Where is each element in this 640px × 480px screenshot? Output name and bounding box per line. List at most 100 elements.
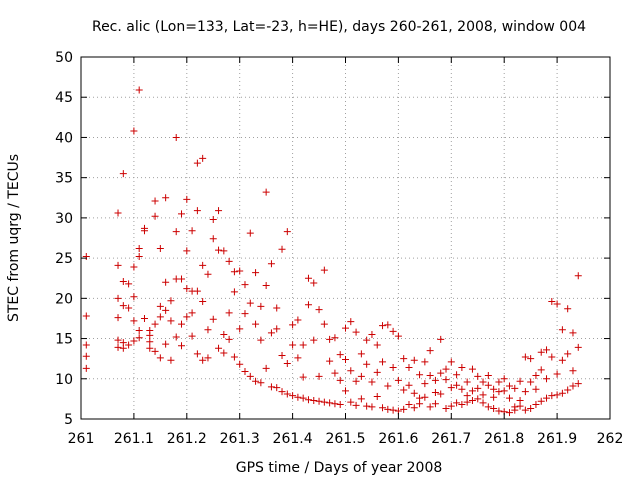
x-tick-label: 261 bbox=[68, 431, 95, 447]
data-point bbox=[130, 293, 138, 301]
data-point bbox=[267, 383, 275, 391]
data-point bbox=[246, 372, 254, 380]
data-point bbox=[114, 294, 122, 302]
data-point bbox=[289, 392, 297, 400]
x-axis-label: GPS time / Days of year 2008 bbox=[236, 460, 443, 476]
data-point bbox=[162, 278, 170, 286]
y-tick-label: 40 bbox=[55, 130, 73, 146]
data-point bbox=[320, 266, 328, 274]
data-point bbox=[315, 397, 323, 405]
data-point bbox=[484, 381, 492, 389]
x-tick-label: 261.5 bbox=[325, 431, 365, 447]
data-point bbox=[458, 385, 466, 393]
data-point bbox=[172, 333, 180, 341]
data-point bbox=[527, 405, 535, 413]
data-point bbox=[484, 372, 492, 380]
data-point bbox=[405, 381, 413, 389]
data-point bbox=[262, 188, 270, 196]
data-point bbox=[569, 329, 577, 337]
data-point bbox=[537, 348, 545, 356]
data-point bbox=[326, 399, 334, 407]
data-point bbox=[564, 305, 572, 313]
data-point bbox=[394, 376, 402, 384]
data-point bbox=[178, 275, 186, 283]
data-point bbox=[262, 281, 270, 289]
data-point bbox=[373, 368, 381, 376]
data-point bbox=[479, 399, 487, 407]
data-point bbox=[193, 287, 201, 295]
x-tick-label: 261.8 bbox=[484, 431, 524, 447]
data-point bbox=[178, 320, 186, 328]
data-point bbox=[252, 320, 260, 328]
data-point bbox=[315, 306, 323, 314]
data-point bbox=[167, 356, 175, 364]
data-point bbox=[421, 358, 429, 366]
data-point bbox=[416, 400, 424, 408]
data-point bbox=[273, 384, 281, 392]
data-point bbox=[368, 403, 376, 411]
data-point bbox=[130, 317, 138, 325]
x-tick-label: 261.6 bbox=[378, 431, 418, 447]
data-point bbox=[326, 357, 334, 365]
data-point bbox=[474, 395, 482, 403]
data-point bbox=[363, 360, 371, 368]
data-point bbox=[304, 396, 312, 404]
data-point bbox=[193, 350, 201, 358]
y-axis-label: STEC from uqrg / TECUs bbox=[6, 154, 22, 322]
data-point bbox=[119, 170, 127, 178]
y-tick-label: 10 bbox=[55, 372, 73, 388]
data-point bbox=[183, 247, 191, 255]
data-point bbox=[167, 297, 175, 305]
data-point bbox=[236, 360, 244, 368]
data-point bbox=[368, 378, 376, 386]
data-point bbox=[527, 355, 535, 363]
data-point bbox=[543, 394, 551, 402]
data-point bbox=[389, 327, 397, 335]
data-point bbox=[558, 356, 566, 364]
data-point bbox=[553, 300, 561, 308]
data-point bbox=[320, 398, 328, 406]
data-point bbox=[82, 312, 90, 320]
data-point bbox=[135, 244, 143, 252]
data-point bbox=[114, 314, 122, 322]
data-point bbox=[437, 369, 445, 377]
data-point bbox=[400, 405, 408, 413]
data-point bbox=[474, 372, 482, 380]
data-point bbox=[511, 406, 519, 414]
data-point bbox=[326, 335, 334, 343]
data-point bbox=[310, 336, 318, 344]
data-point bbox=[241, 368, 249, 376]
data-point bbox=[352, 328, 360, 336]
data-point bbox=[331, 334, 339, 342]
data-point bbox=[363, 402, 371, 410]
x-tick-label: 261.7 bbox=[431, 431, 471, 447]
data-point bbox=[342, 355, 349, 363]
data-point bbox=[230, 288, 238, 296]
data-point bbox=[294, 316, 302, 324]
data-point bbox=[574, 380, 582, 388]
data-point bbox=[453, 399, 461, 407]
data-point bbox=[220, 247, 228, 255]
data-point bbox=[114, 343, 122, 351]
data-point bbox=[484, 403, 492, 411]
y-tick-label: 15 bbox=[55, 332, 73, 348]
data-point bbox=[490, 385, 498, 393]
data-point bbox=[220, 349, 228, 357]
data-point bbox=[574, 343, 582, 351]
data-point bbox=[331, 400, 339, 408]
data-point bbox=[426, 347, 434, 355]
data-point bbox=[336, 376, 344, 384]
data-point bbox=[140, 227, 148, 235]
data-point bbox=[564, 350, 572, 358]
data-point bbox=[431, 388, 439, 396]
data-point bbox=[114, 336, 122, 344]
data-point bbox=[511, 384, 519, 392]
data-point bbox=[151, 320, 159, 328]
data-point bbox=[188, 332, 196, 340]
data-point bbox=[532, 385, 540, 393]
data-point bbox=[299, 373, 307, 381]
data-point bbox=[352, 377, 360, 385]
data-point bbox=[468, 365, 476, 373]
data-point bbox=[225, 257, 233, 265]
data-point bbox=[505, 394, 513, 402]
